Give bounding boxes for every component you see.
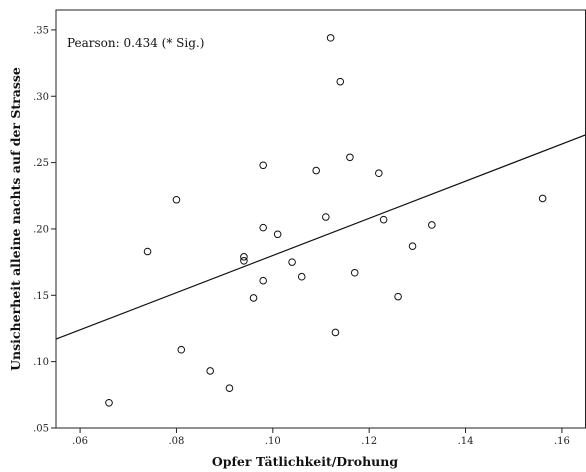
data-point <box>259 161 267 170</box>
x-axis-title: Opfer Tätlichkeit/Drohung <box>212 454 398 469</box>
data-point <box>379 215 388 224</box>
data-point <box>375 169 383 178</box>
data-point <box>259 223 267 232</box>
y-tick-label: .25 <box>33 158 49 169</box>
data-point <box>177 345 186 354</box>
data-point <box>297 272 306 281</box>
data-point <box>240 257 248 265</box>
data-point <box>225 384 234 392</box>
data-point <box>408 242 417 251</box>
x-tick-label: .16 <box>554 436 570 447</box>
x-tick-label: .06 <box>72 436 88 447</box>
data-point <box>322 213 330 221</box>
data-point <box>288 258 296 266</box>
data-point <box>428 221 436 229</box>
data-point <box>312 166 320 175</box>
data-point <box>143 247 152 256</box>
y-axis-title: Unsicherheit alleine nachts auf der Stra… <box>8 67 23 371</box>
data-point <box>538 194 547 203</box>
data-point <box>346 153 354 162</box>
x-tick-label: .08 <box>169 436 185 447</box>
correlation-annotation: Pearson: 0.434 (* Sig.) <box>67 36 204 50</box>
x-axis: .06 .08 .10 .12 .14 .16 <box>72 428 570 447</box>
regression-line <box>55 134 586 340</box>
data-point <box>326 34 335 42</box>
data-point <box>206 367 214 375</box>
data-point <box>105 398 113 407</box>
y-tick-label: .20 <box>33 224 49 235</box>
x-tick-label: .12 <box>361 436 377 447</box>
plot-frame <box>55 9 586 429</box>
data-point <box>249 294 258 302</box>
y-tick-label: .15 <box>33 291 49 302</box>
x-tick-label: .10 <box>265 436 281 447</box>
data-point <box>331 328 340 337</box>
y-tick-label: .05 <box>33 424 49 435</box>
y-tick-label: .10 <box>33 357 49 368</box>
data-point <box>240 253 248 261</box>
data-point <box>259 276 267 285</box>
data-point <box>394 292 402 301</box>
data-point <box>336 77 345 86</box>
x-tick-label: .14 <box>458 436 474 447</box>
data-point <box>273 230 282 239</box>
y-tick-label: .30 <box>33 92 49 103</box>
data-point <box>172 195 181 204</box>
data-points <box>105 34 547 407</box>
y-tick-label: .35 <box>33 25 49 36</box>
data-point <box>350 268 359 277</box>
y-axis: .05 .10 .15 .20 .25 .30 .35 <box>33 25 56 435</box>
